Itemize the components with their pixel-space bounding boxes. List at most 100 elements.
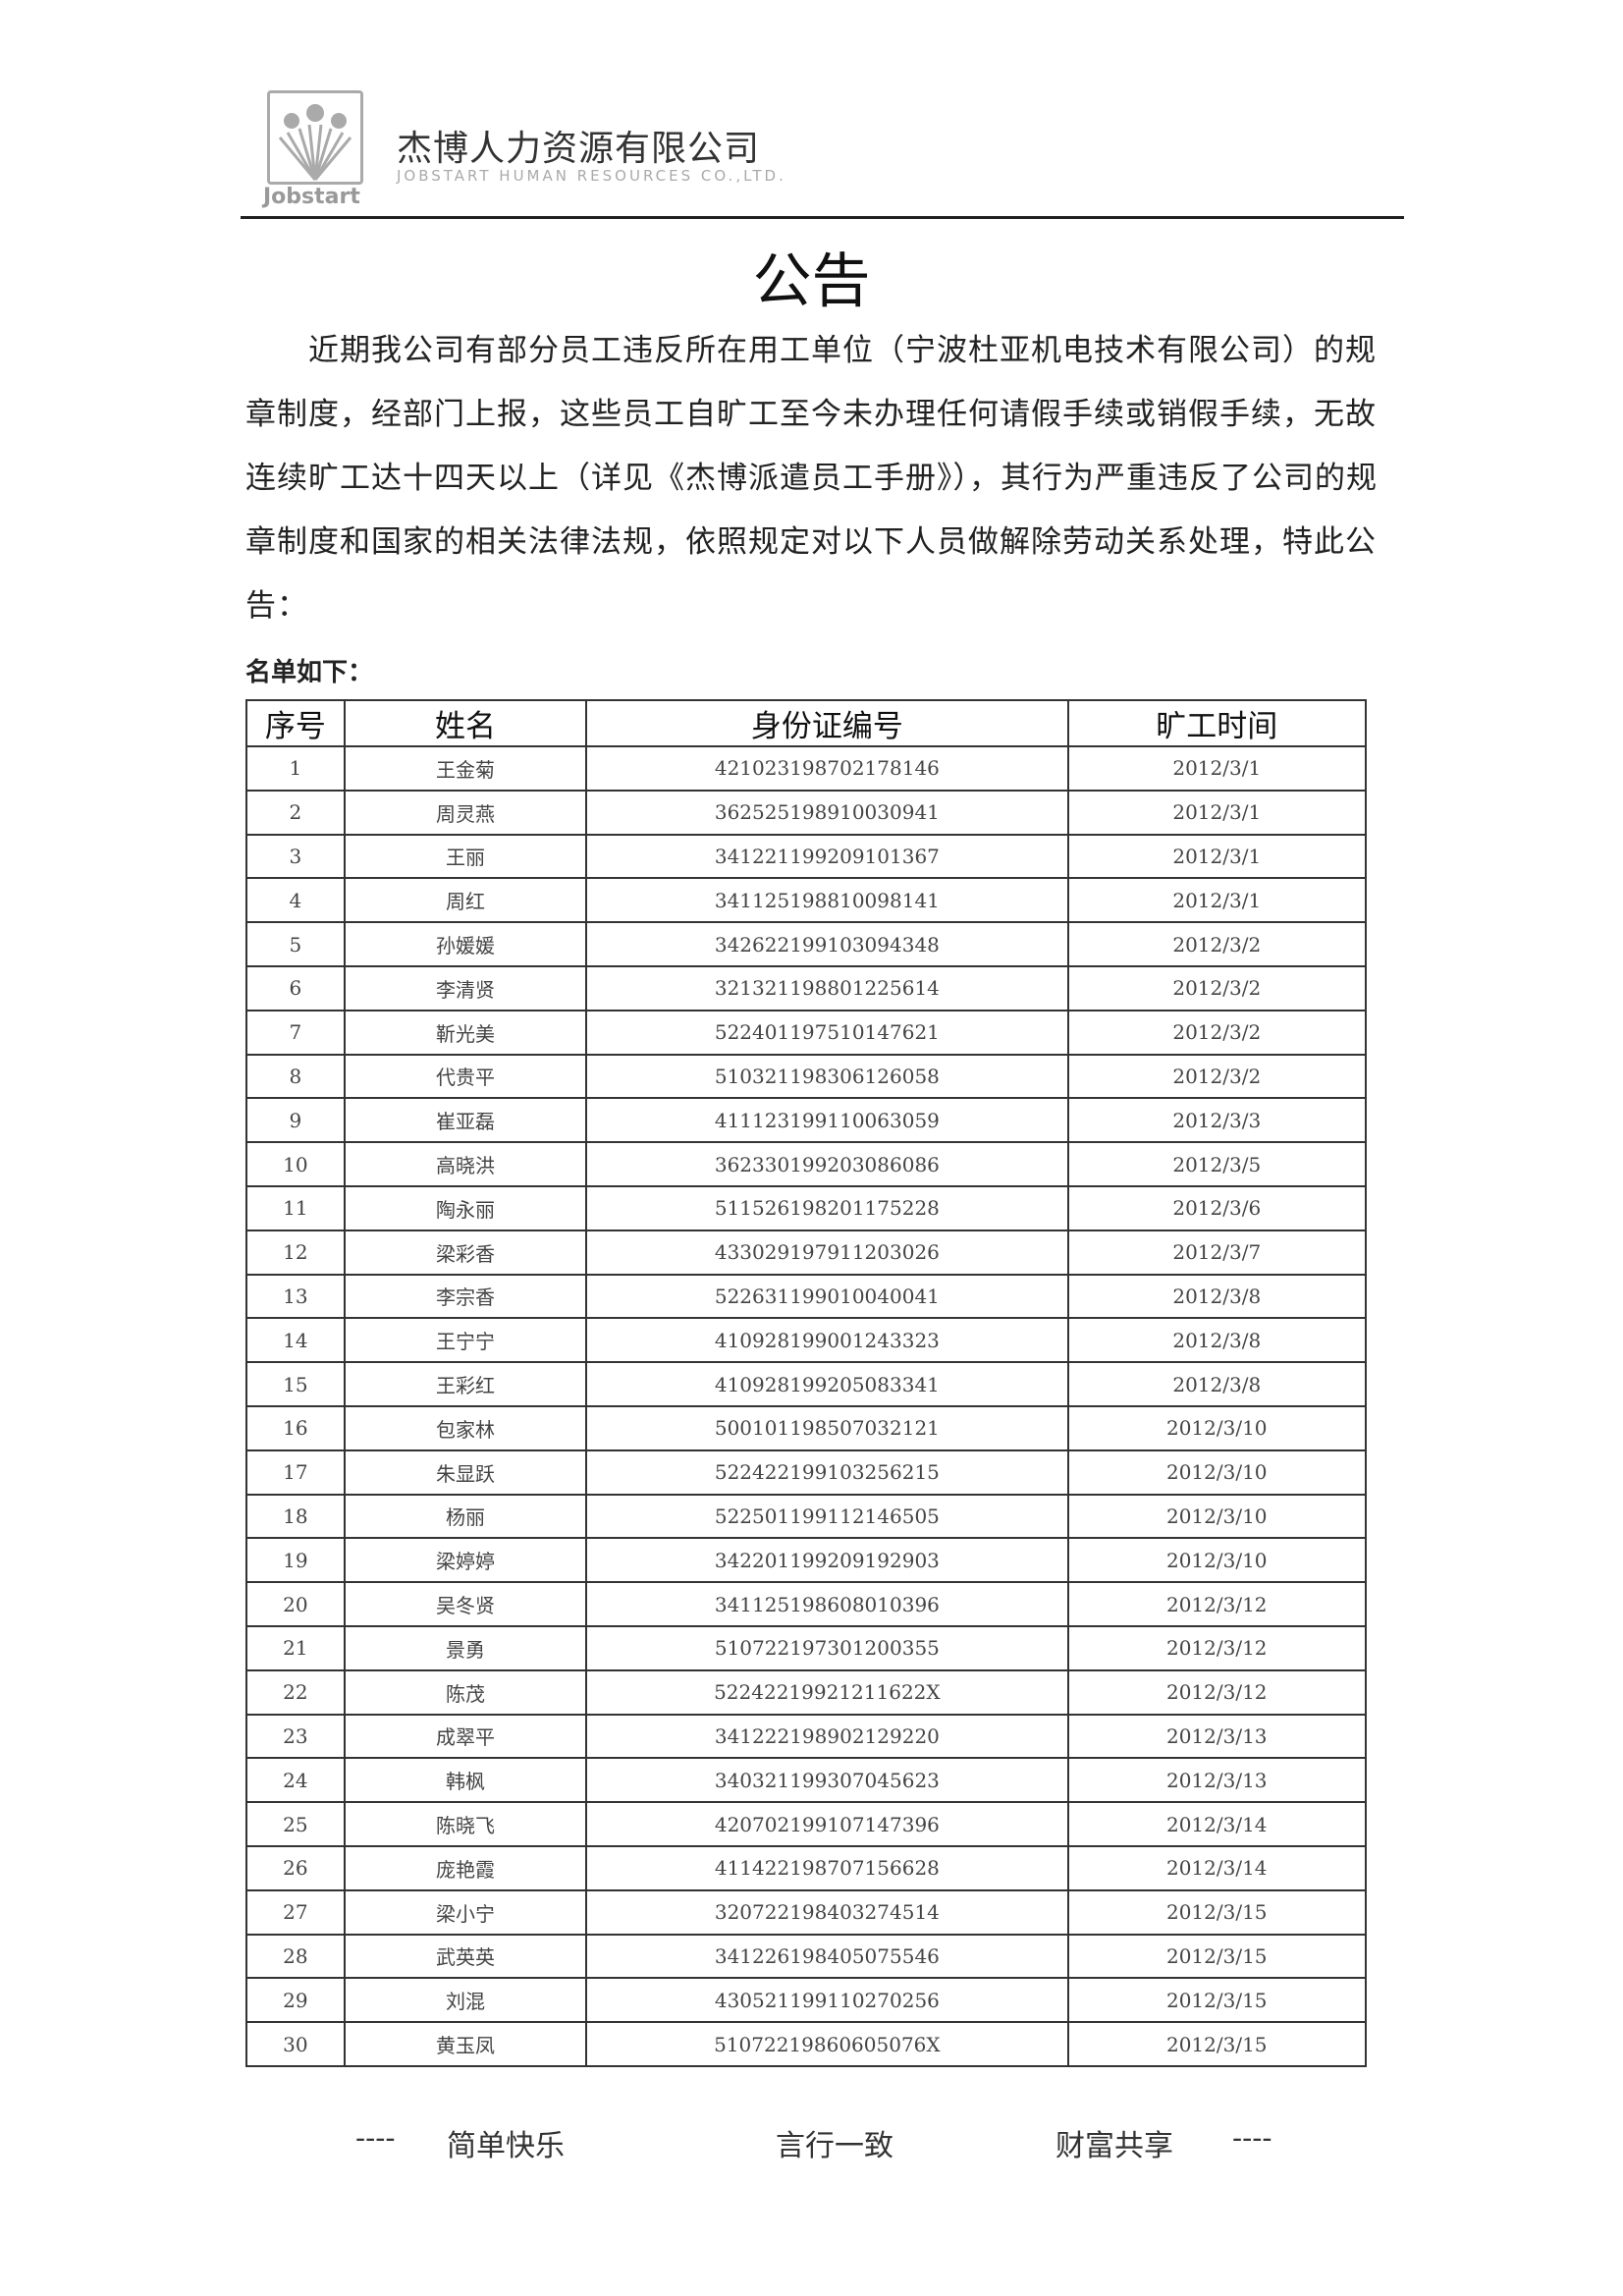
- table-row: 25 陈晓飞 420702199107147396 2012/3/14: [245, 1801, 1368, 1847]
- cell-absence-date: 2012/3/12: [1066, 1581, 1368, 1627]
- cell-index: 4: [245, 877, 346, 924]
- table-row: 5 孙媛媛 342622199103094348 2012/3/2: [245, 921, 1368, 967]
- cell-absence-date: 2012/3/10: [1066, 1449, 1368, 1496]
- table-row: 1 王金菊 421023198702178146 2012/3/1: [245, 745, 1368, 792]
- cell-index: 16: [245, 1404, 346, 1451]
- table-row: 11 陶永丽 511526198201175228 2012/3/6: [245, 1184, 1368, 1231]
- cell-id-number: 321321198801225614: [585, 964, 1069, 1011]
- cell-index: 22: [245, 1668, 346, 1716]
- cell-index: 19: [245, 1537, 346, 1584]
- cell-id-number: 522501199112146505: [585, 1493, 1069, 1540]
- cell-name: 周灵燕: [343, 789, 588, 836]
- table-row: 15 王彩红 410928199205083341 2012/3/8: [245, 1361, 1368, 1407]
- table-row: 28 武英英 341226198405075546 2012/3/15: [245, 1933, 1368, 1980]
- cell-id-number: 410928199205083341: [585, 1361, 1069, 1407]
- table-row: 17 朱显跃 522422199103256215 2012/3/10: [245, 1449, 1368, 1496]
- cell-name: 李清贤: [343, 964, 588, 1011]
- document-title: 公告: [752, 247, 871, 316]
- cell-name: 代贵平: [343, 1053, 588, 1100]
- cell-absence-date: 2012/3/14: [1066, 1844, 1368, 1891]
- cell-index: 20: [245, 1581, 346, 1627]
- cell-id-number: 510722197301200355: [585, 1624, 1069, 1671]
- header-divider: [241, 216, 1404, 219]
- cell-name: 梁小宁: [343, 1888, 588, 1936]
- logo-frame: [267, 90, 363, 185]
- cell-index: 18: [245, 1493, 346, 1540]
- table-row: 23 成翠平 341222198902129220 2012/3/13: [245, 1713, 1368, 1760]
- cell-index: 25: [245, 1801, 346, 1847]
- cell-id-number: 341125198608010396: [585, 1581, 1069, 1627]
- cell-absence-date: 2012/3/12: [1066, 1668, 1368, 1716]
- table-row: 4 周红 341125198810098141 2012/3/1: [245, 877, 1368, 924]
- cell-index: 10: [245, 1141, 346, 1187]
- cell-id-number: 342622199103094348: [585, 921, 1069, 967]
- cell-absence-date: 2012/3/2: [1066, 1053, 1368, 1100]
- logo-text: Jobstart: [263, 185, 360, 209]
- cell-name: 高晓洪: [343, 1141, 588, 1187]
- table-row: 8 代贵平 510321198306126058 2012/3/2: [245, 1053, 1368, 1100]
- cell-absence-date: 2012/3/1: [1066, 877, 1368, 924]
- cell-id-number: 362330199203086086: [585, 1141, 1069, 1187]
- table-row: 16 包家林 500101198507032121 2012/3/10: [245, 1404, 1368, 1451]
- cell-id-number: 341226198405075546: [585, 1933, 1069, 1980]
- cell-name: 韩枫: [343, 1757, 588, 1804]
- cell-index: 7: [245, 1009, 346, 1056]
- cell-index: 29: [245, 1977, 346, 2024]
- table-row: 20 吴冬贤 341125198608010396 2012/3/12: [245, 1581, 1368, 1627]
- table-row: 29 刘混 430521199110270256 2012/3/15: [245, 1977, 1368, 2024]
- cell-index: 5: [245, 921, 346, 967]
- cell-index: 28: [245, 1933, 346, 1980]
- cell-index: 13: [245, 1273, 346, 1320]
- company-logo: Jobstart: [263, 86, 381, 214]
- cell-index: 21: [245, 1624, 346, 1671]
- cell-absence-date: 2012/3/2: [1066, 1009, 1368, 1056]
- table-row: 12 梁彩香 433029197911203026 2012/3/7: [245, 1229, 1368, 1276]
- cell-index: 2: [245, 789, 346, 836]
- cell-name: 李宗香: [343, 1273, 588, 1320]
- header-index: 序号: [245, 699, 346, 747]
- cell-name: 景勇: [343, 1624, 588, 1671]
- table-row: 10 高晓洪 362330199203086086 2012/3/5: [245, 1141, 1368, 1187]
- cell-id-number: 420702199107147396: [585, 1801, 1069, 1847]
- cell-name: 武英英: [343, 1933, 588, 1980]
- cell-index: 12: [245, 1229, 346, 1276]
- cell-id-number: 411422198707156628: [585, 1844, 1069, 1891]
- cell-name: 陈晓飞: [343, 1801, 588, 1847]
- cell-absence-date: 2012/3/10: [1066, 1493, 1368, 1540]
- cell-id-number: 510321198306126058: [585, 1053, 1069, 1100]
- cell-name: 陈茂: [343, 1668, 588, 1716]
- people-sunburst-icon: [278, 104, 352, 181]
- cell-index: 14: [245, 1317, 346, 1364]
- table-row: 18 杨丽 522501199112146505 2012/3/10: [245, 1493, 1368, 1540]
- cell-id-number: 342201199209192903: [585, 1537, 1069, 1584]
- cell-absence-date: 2012/3/13: [1066, 1713, 1368, 1760]
- cell-name: 成翠平: [343, 1713, 588, 1760]
- company-name-cn: 杰博人力资源有限公司: [397, 129, 761, 169]
- cell-id-number: 411123199110063059: [585, 1097, 1069, 1144]
- table-row: 9 崔亚磊 411123199110063059 2012/3/3: [245, 1097, 1368, 1144]
- cell-name: 朱显跃: [343, 1449, 588, 1496]
- cell-id-number: 51072219860605076X: [585, 2021, 1069, 2067]
- cell-name: 王彩红: [343, 1361, 588, 1407]
- cell-id-number: 522631199010040041: [585, 1273, 1069, 1320]
- cell-name: 黄玉凤: [343, 2021, 588, 2067]
- footer-slogan-simple-happy: 简单快乐: [447, 2129, 565, 2163]
- cell-name: 杨丽: [343, 1493, 588, 1540]
- cell-absence-date: 2012/3/5: [1066, 1141, 1368, 1187]
- cell-id-number: 52242219921211622X: [585, 1668, 1069, 1716]
- cell-index: 9: [245, 1097, 346, 1144]
- cell-name: 庞艳霞: [343, 1844, 588, 1891]
- table-row: 6 李清贤 321321198801225614 2012/3/2: [245, 964, 1368, 1011]
- cell-name: 王宁宁: [343, 1317, 588, 1364]
- cell-name: 陶永丽: [343, 1184, 588, 1231]
- cell-absence-date: 2012/3/7: [1066, 1229, 1368, 1276]
- dismissal-table: 序号 姓名 身份证编号 旷工时间 1 王金菊 421023198702178146 2…: [245, 699, 1368, 2067]
- cell-id-number: 320722198403274514: [585, 1888, 1069, 1936]
- cell-absence-date: 2012/3/14: [1066, 1801, 1368, 1847]
- header-name: 姓名: [343, 699, 588, 747]
- cell-id-number: 500101198507032121: [585, 1404, 1069, 1451]
- cell-absence-date: 2012/3/8: [1066, 1273, 1368, 1320]
- cell-id-number: 430521199110270256: [585, 1977, 1069, 2024]
- table-row: 7 靳光美 522401197510147621 2012/3/2: [245, 1009, 1368, 1056]
- cell-name: 靳光美: [343, 1009, 588, 1056]
